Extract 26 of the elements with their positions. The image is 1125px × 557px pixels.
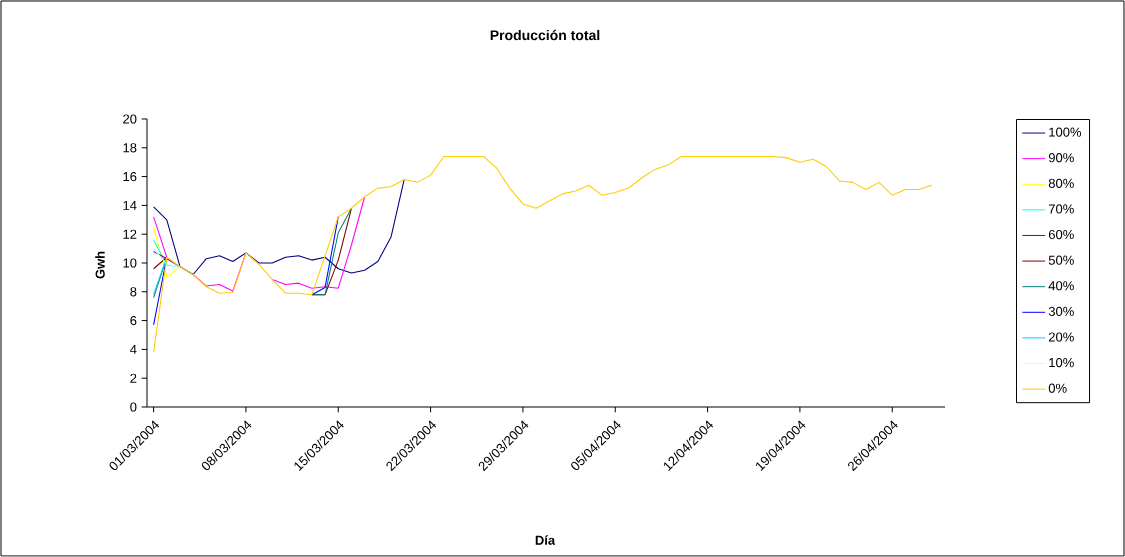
y-tick-label: 2 [130,373,137,383]
legend-label: 70% [1048,204,1074,214]
y-tick-label: 20 [123,114,137,124]
y-tick-label: 14 [123,200,137,210]
legend-label: 50% [1048,255,1074,265]
legend-label: 80% [1048,178,1074,188]
legend-label: 60% [1048,229,1074,240]
legend-label: 30% [1048,306,1074,316]
y-tick-label: 6 [130,315,137,326]
legend-label: 40% [1048,281,1074,291]
legend-label: 90% [1048,153,1074,163]
y-tick-label: 0 [130,402,137,412]
legend-label: 10% [1049,357,1074,368]
y-axis-title: Gwh [95,251,105,279]
legend-label: 100% [1049,127,1082,137]
x-axis-title: Día [535,535,556,545]
y-tick-label: 18 [123,143,137,153]
y-tick-label: 12 [123,229,137,239]
y-tick-label: 16 [123,171,137,182]
legend-label: 0% [1048,383,1067,393]
y-tick-label: 4 [130,344,137,354]
line-series [153,178,405,276]
y-tick-label: 8 [130,287,137,297]
y-tick-label: 10 [123,258,137,268]
chart-title: Producción total [490,29,600,41]
legend-label: 20% [1048,332,1074,342]
